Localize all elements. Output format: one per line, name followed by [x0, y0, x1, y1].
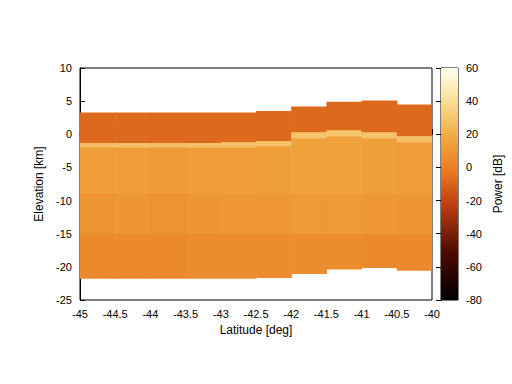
- svg-text:-44.5: -44.5: [103, 308, 128, 320]
- svg-text:-5: -5: [62, 161, 72, 173]
- svg-text:-45: -45: [72, 308, 88, 320]
- svg-text:-20: -20: [466, 195, 482, 207]
- svg-text:-42.5: -42.5: [243, 308, 268, 320]
- svg-text:-25: -25: [56, 294, 72, 306]
- svg-text:-41: -41: [354, 308, 370, 320]
- svg-text:-10: -10: [56, 195, 72, 207]
- svg-text:-40.5: -40.5: [384, 308, 409, 320]
- svg-text:-80: -80: [466, 294, 482, 306]
- svg-text:-40: -40: [424, 308, 440, 320]
- svg-text:-44: -44: [142, 308, 158, 320]
- svg-text:Latitude [deg]: Latitude [deg]: [220, 323, 293, 337]
- svg-text:-20: -20: [56, 261, 72, 273]
- svg-text:-60: -60: [466, 261, 482, 273]
- svg-text:-15: -15: [56, 228, 72, 240]
- svg-text:-40: -40: [466, 228, 482, 240]
- svg-text:-41.5: -41.5: [314, 308, 339, 320]
- svg-text:40: 40: [466, 95, 478, 107]
- svg-text:0: 0: [466, 161, 472, 173]
- svg-text:Elevation [km]: Elevation [km]: [32, 146, 46, 221]
- svg-text:20: 20: [466, 128, 478, 140]
- svg-text:-42: -42: [283, 308, 299, 320]
- svg-text:5: 5: [66, 95, 72, 107]
- svg-text:10: 10: [60, 62, 72, 74]
- svg-text:-43.5: -43.5: [173, 308, 198, 320]
- svg-text:60: 60: [466, 62, 478, 74]
- svg-text:Power [dB]: Power [dB]: [491, 155, 505, 214]
- svg-text:-43: -43: [213, 308, 229, 320]
- svg-text:0: 0: [66, 128, 72, 140]
